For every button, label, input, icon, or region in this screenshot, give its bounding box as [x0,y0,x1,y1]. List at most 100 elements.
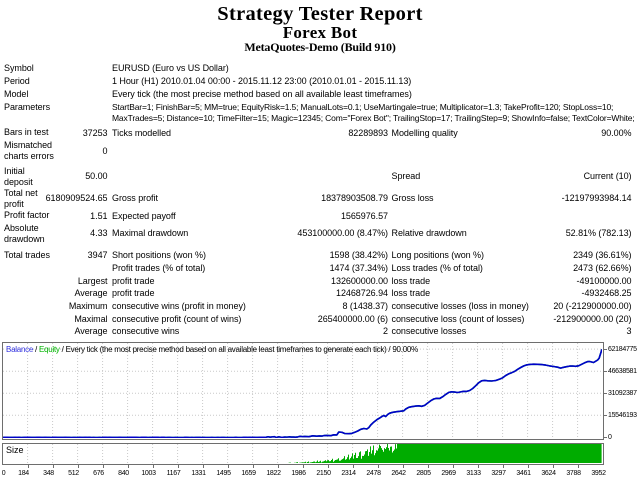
row-label-3: consecutive loss (count of losses) [391,313,525,324]
size-label: Size [6,444,24,455]
x-axis-tick [28,465,29,468]
row-label: Initial deposit [4,165,33,187]
row-label: Absolute drawdown [4,222,45,244]
y-axis-tick [604,392,607,394]
row-value-1: 37253 [82,128,108,138]
server-build: MetaQuotes-Demo (Build 910) [244,40,396,54]
row-label-3: consecutive losses [391,326,467,337]
size-bars [285,443,602,464]
x-axis-label: 348 [43,469,54,477]
table-row-bars-in-test: Bars in test 37253 Ticks modelled 82289893… [0,127,640,140]
x-axis-label: 3461 [516,469,531,477]
row-value: 1 Hour (H1) 2010.01.04 00:00 - 2015.11.1… [112,76,412,86]
size-histogram [2,442,604,465]
row-value-2: 1565976.57 [340,210,388,221]
x-axis-label: 0 [1,469,6,477]
row-label-3: Long positions (won %) [391,250,485,261]
row-label-2: consecutive profit (count of wins) [112,313,242,324]
row-value-1: Average [74,288,108,299]
row-value-3: 3 [626,326,632,337]
row-label: Symbol [4,63,34,73]
legend-separator: / [33,344,39,354]
x-axis-tick [228,465,229,468]
y-axis-label: 0 [608,433,612,441]
row-value-3: 20 (-212900000.00) [553,301,632,312]
row-label: Parameters [4,102,51,112]
x-axis-label: 2314 [341,469,356,477]
row-label-2: Gross profit [112,193,158,203]
legend-description: Every tick (the most precise method base… [65,344,419,354]
row-label-3: Spread [391,171,421,181]
row-value-2: 12468726.94 [335,288,388,299]
row-value-1: Maximum [68,301,108,312]
y-axis-label: 62184775 [608,345,637,353]
chart-legend: Balance / Equity / Every tick (the most … [6,344,418,355]
row-label: Total trades [4,249,50,260]
x-axis-label: 512 [68,469,79,477]
row-label-2: profit trade [112,275,155,286]
x-axis-tick [528,465,529,468]
row-value: Every tick (the most precise method base… [112,89,412,99]
x-axis-tick [253,465,254,468]
balance-line [3,348,602,438]
x-axis-label: 3952 [591,469,606,477]
balance-chart-canvas [3,342,602,439]
y-axis-label: 31092387 [608,389,637,397]
x-axis-label: 676 [93,469,104,477]
x-axis-tick [78,465,79,468]
x-axis-tick [428,465,429,468]
x-axis-tick [353,465,354,468]
row-value-3: 2473 (62.66%) [573,263,632,274]
row-label-3: Loss trades (% of total) [391,263,483,274]
x-axis-tick [453,465,454,468]
y-axis-label: 46638581 [608,367,637,375]
y-axis-tick [604,414,607,416]
y-axis-label: 15546193 [608,411,637,419]
row-value-3: -4932468.25 [581,288,632,299]
x-axis-tick [178,465,179,468]
table-row-mismatched-charts-errors: Mismatched charts errors 0 [0,140,640,162]
table-row-symbol: Symbol EURUSD (Euro vs US Dollar) [0,63,640,76]
statistics-table: Symbol EURUSD (Euro vs US Dollar) Period… [0,63,640,338]
table-row-model: Model Every tick (the most precise metho… [0,89,640,102]
table-row-profit-factor: Profit factor 1.51 Expected payoff 1565976… [0,210,640,223]
table-row-maximum-consecutive: Maximum consecutive wins (profit in mone… [0,300,640,313]
x-axis-tick [503,465,504,468]
table-row-average-consecutive: Average consecutive wins 2 consecutive lo… [0,326,640,339]
x-axis-label: 3133 [466,469,481,477]
row-label-3: consecutive losses (loss in money) [391,301,529,312]
row-label: Profit factor [4,209,50,220]
report-title: Strategy Tester Report [217,3,423,25]
x-axis-tick [328,465,329,468]
x-axis-tick [553,465,554,468]
x-axis-label: 840 [118,469,129,477]
balance-chart [2,341,604,440]
row-label: Model [4,89,29,99]
row-label-2: profit trade [112,288,155,299]
x-axis-label: 1659 [241,469,256,477]
row-value-2: 1474 (37.34%) [329,263,388,274]
x-axis-tick [128,465,129,468]
row-value-2: 453100000.00 (8.47%) [297,228,388,238]
x-axis-tick [478,465,479,468]
table-row-average-trade: Average profit trade 12468726.94 loss tra… [0,288,640,301]
x-axis-label: 2969 [441,469,456,477]
row-label-2: Maximal drawdown [112,228,189,238]
x-axis-tick [378,465,379,468]
row-label-3: Gross loss [391,193,434,203]
y-axis-tick [604,370,607,372]
row-label: Mismatched charts errors [4,140,54,161]
x-axis-label: 1986 [291,469,306,477]
row-value-3: Current (10) [583,171,632,181]
row-value-1: 0 [102,145,108,156]
table-row-initial-deposit: Initial deposit 50.00 Spread Current (10) [0,166,640,188]
table-row-largest-trade: Largest profit trade 132600000.00 loss tr… [0,275,640,288]
row-value-3: 2349 (36.61%) [573,250,632,261]
x-axis-tick [578,465,579,468]
x-axis-label: 3624 [541,469,556,477]
table-row-profit-trades: Profit trades (% of total) 1474 (37.34%) … [0,262,640,275]
x-axis-tick [103,465,104,468]
x-axis-label: 1167 [166,469,181,477]
x-axis-label: 1495 [216,469,231,477]
row-label-2: consecutive wins (profit in money) [112,301,246,312]
